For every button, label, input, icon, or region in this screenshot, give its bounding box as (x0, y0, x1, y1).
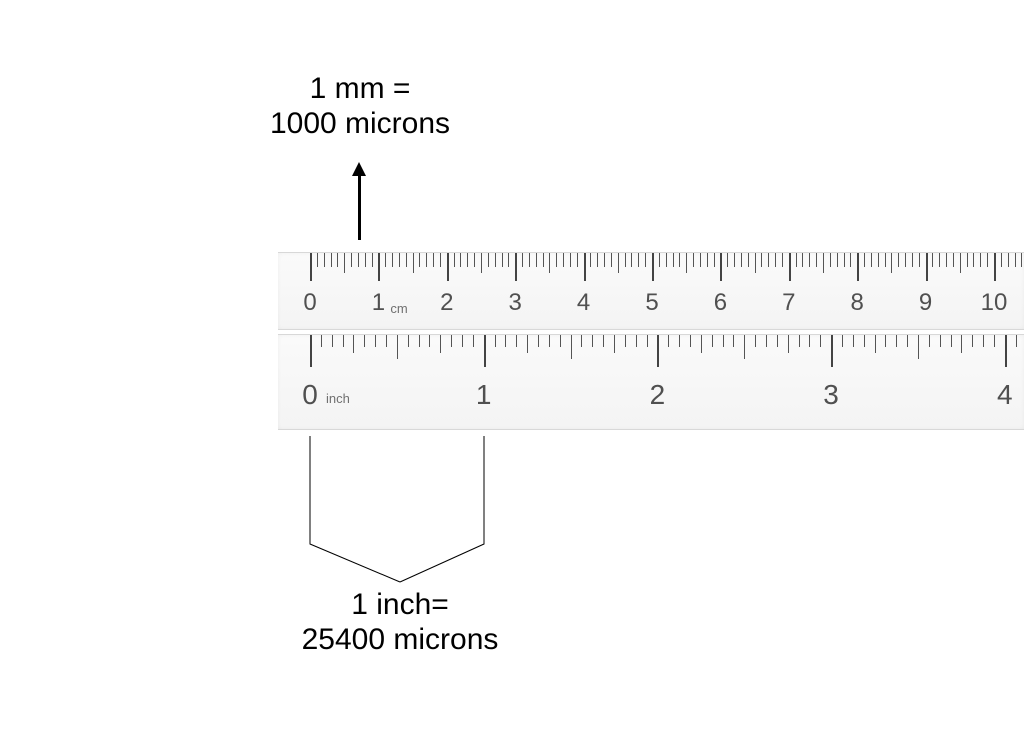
diagram-stage: 1 mm = 1000 microns 01cm2345678910 0inch… (0, 0, 1024, 742)
bottom-annotation-line1: 1 inch= (351, 588, 449, 621)
bottom-annotation: 1 inch= 25400 microns (250, 588, 550, 657)
bottom-annotation-line2: 25400 microns (302, 623, 499, 656)
